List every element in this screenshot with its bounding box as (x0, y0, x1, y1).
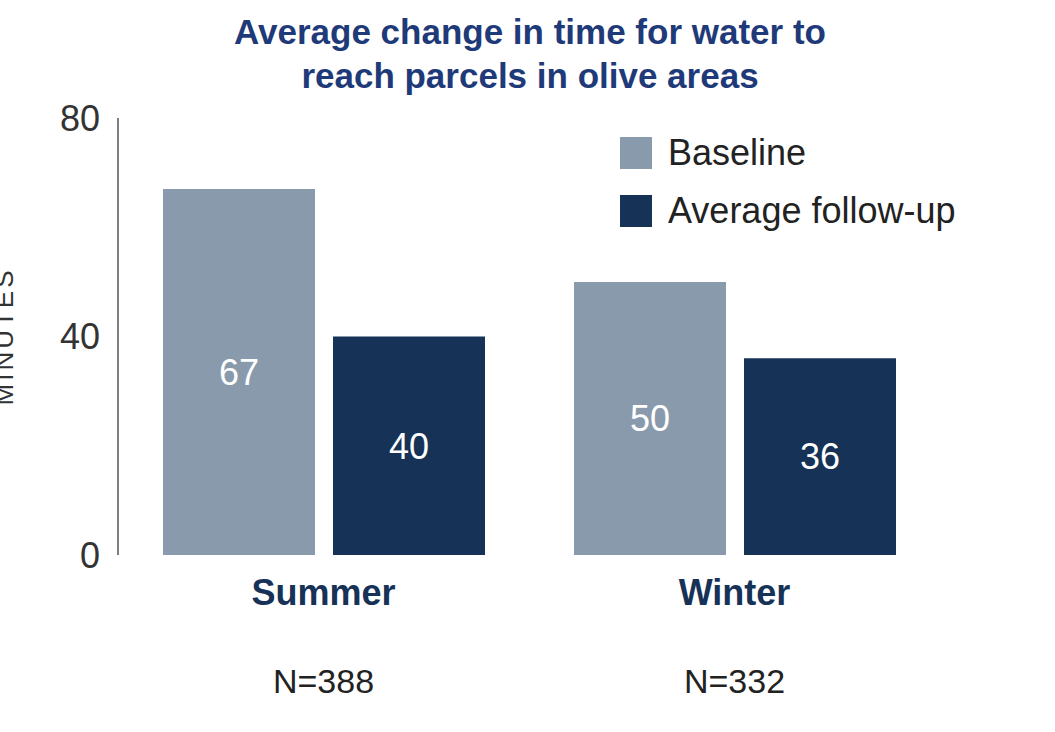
svg-text:Summer: Summer (251, 572, 395, 613)
svg-text:36: 36 (800, 436, 840, 477)
svg-text:0: 0 (80, 535, 100, 576)
svg-text:N=332: N=332 (684, 662, 785, 700)
svg-text:50: 50 (630, 398, 670, 439)
svg-text:MINUTES: MINUTES (8, 268, 19, 406)
svg-text:40: 40 (389, 426, 429, 467)
svg-text:N=388: N=388 (273, 662, 374, 700)
svg-text:40: 40 (60, 316, 100, 357)
html-text:Average change in time for wat: Average change in time for water to reac… (234, 12, 826, 95)
svg-text:80: 80 (60, 98, 100, 139)
svg-text:67: 67 (219, 352, 259, 393)
html-text:Average follow-up: Average follow-up (668, 190, 956, 231)
html-text:Baseline: Baseline (668, 132, 807, 173)
svg-text:Winter: Winter (679, 572, 791, 613)
